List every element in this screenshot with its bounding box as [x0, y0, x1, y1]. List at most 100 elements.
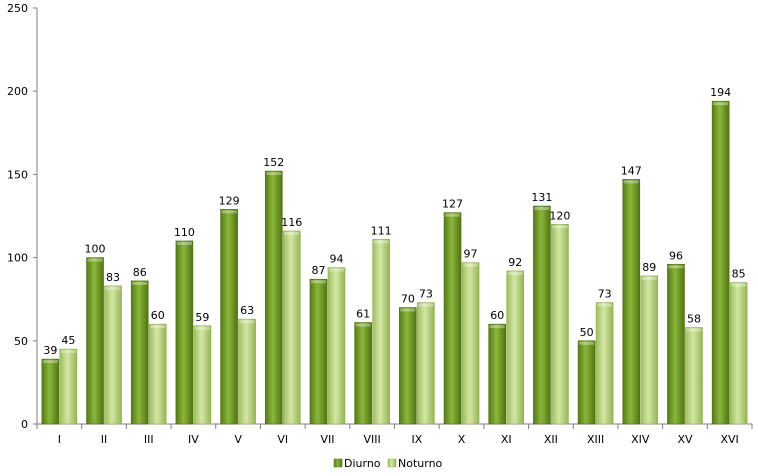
- bar-diurno: [667, 263, 685, 425]
- x-tick-label: VI: [277, 433, 288, 446]
- bar-noturno: [417, 302, 435, 425]
- data-label-noturno: 58: [687, 312, 701, 325]
- data-label-noturno: 85: [732, 268, 746, 281]
- data-label-diurno: 96: [669, 249, 683, 262]
- bar-diurno: [533, 205, 551, 425]
- data-label-noturno: 60: [151, 309, 165, 322]
- x-tick-label: III: [144, 433, 154, 446]
- data-label-diurno: 86: [133, 266, 147, 279]
- y-tick-label: 50: [14, 335, 28, 348]
- bar-highlight: [132, 281, 148, 285]
- bar-diurno: [488, 323, 507, 425]
- bar-diurno: [577, 340, 596, 425]
- bar-highlight: [668, 265, 684, 269]
- bar-highlight: [373, 240, 389, 244]
- data-label-noturno: 83: [106, 271, 120, 284]
- data-label-diurno: 129: [219, 194, 240, 207]
- x-tick-label: V: [234, 433, 242, 446]
- x-tick-label: XI: [501, 433, 512, 446]
- x-tick-label: I: [58, 433, 61, 446]
- bar-highlight: [713, 102, 729, 106]
- bar-highlight: [42, 360, 58, 364]
- legend: Diurno Noturno: [333, 457, 443, 470]
- data-label-noturno: 73: [598, 288, 612, 301]
- bar-highlight: [623, 180, 639, 184]
- data-label-diurno: 100: [85, 243, 106, 256]
- bar-highlight: [87, 258, 103, 262]
- x-tick-label: IV: [188, 433, 199, 446]
- bar-noturno: [595, 302, 614, 425]
- x-tick-label: X: [458, 433, 466, 446]
- bar-highlight: [552, 225, 568, 229]
- x-tick-label: XVI: [721, 433, 739, 446]
- data-label-diurno: 70: [401, 293, 415, 306]
- data-label-diurno: 60: [490, 309, 504, 322]
- data-label-diurno: 110: [174, 226, 195, 239]
- bar-noturno: [59, 348, 78, 425]
- bar-diurno: [175, 240, 194, 425]
- data-label-noturno: 45: [61, 334, 75, 347]
- x-tick-label: XIV: [631, 433, 650, 446]
- y-tick-label: 150: [7, 168, 28, 181]
- bar-highlight: [731, 283, 747, 287]
- bar-highlight: [507, 271, 523, 275]
- bar-diurno: [399, 307, 417, 425]
- data-label-noturno: 92: [508, 256, 522, 269]
- data-label-noturno: 73: [419, 288, 433, 301]
- bar-noturno: [282, 230, 301, 425]
- bar-diurno: [711, 100, 730, 425]
- bar-highlight: [284, 231, 300, 235]
- x-axis: I II III IV V VI VII VIII IX X XI XII XIII XIV XV XVI: [36, 423, 753, 446]
- legend-swatch-diurno: [333, 458, 343, 468]
- data-label-diurno: 131: [531, 191, 552, 204]
- bar-noturno: [551, 224, 569, 425]
- bar-noturno: [640, 275, 659, 425]
- data-label-diurno: 87: [311, 264, 325, 277]
- y-axis: 0 50 100 150 200 250: [7, 2, 38, 431]
- data-label-noturno: 111: [371, 224, 392, 237]
- bar-diurno: [264, 170, 283, 425]
- bar-highlight: [328, 268, 344, 272]
- bar-highlight: [194, 326, 210, 330]
- bar-highlight: [489, 325, 505, 329]
- data-label-diurno: 127: [442, 198, 463, 211]
- bars: [41, 100, 748, 425]
- bar-highlight: [310, 280, 326, 284]
- legend-swatch-noturno: [387, 458, 397, 468]
- bar-noturno: [238, 318, 256, 425]
- bar-diurno: [622, 179, 641, 425]
- bar-diurno: [309, 278, 328, 425]
- bar-noturno: [461, 262, 480, 425]
- legend-label-diurno: Diurno: [344, 457, 381, 470]
- x-tick-label: XII: [544, 433, 558, 446]
- bar-noturno: [104, 285, 122, 425]
- bar-highlight: [150, 325, 166, 329]
- bar-diurno: [220, 209, 238, 425]
- bar-diurno: [130, 280, 149, 425]
- x-tick-label: XIII: [587, 433, 604, 446]
- bar-diurno: [443, 212, 462, 425]
- bar-highlight: [105, 286, 121, 290]
- bar-highlight: [239, 320, 255, 324]
- bar-highlight: [176, 241, 192, 245]
- y-tick-label: 100: [7, 252, 28, 265]
- data-label-diurno: 61: [356, 307, 370, 320]
- y-tick-label: 0: [21, 418, 28, 431]
- data-label-diurno: 194: [710, 86, 731, 99]
- bar-diurno: [354, 322, 372, 425]
- data-label-noturno: 120: [549, 209, 570, 222]
- bar-noturno: [372, 238, 390, 425]
- bar-noturno: [193, 325, 212, 425]
- x-tick-label: IX: [411, 433, 422, 446]
- data-label-noturno: 97: [464, 248, 478, 261]
- data-label-diurno: 152: [263, 156, 284, 169]
- x-tick-label: VII: [320, 433, 334, 446]
- bar-highlight: [463, 263, 479, 267]
- bar-highlight: [686, 328, 702, 332]
- data-label-diurno: 39: [43, 344, 57, 357]
- bar-highlight: [641, 276, 657, 280]
- bar-highlight: [400, 308, 416, 312]
- data-label-noturno: 94: [329, 253, 343, 266]
